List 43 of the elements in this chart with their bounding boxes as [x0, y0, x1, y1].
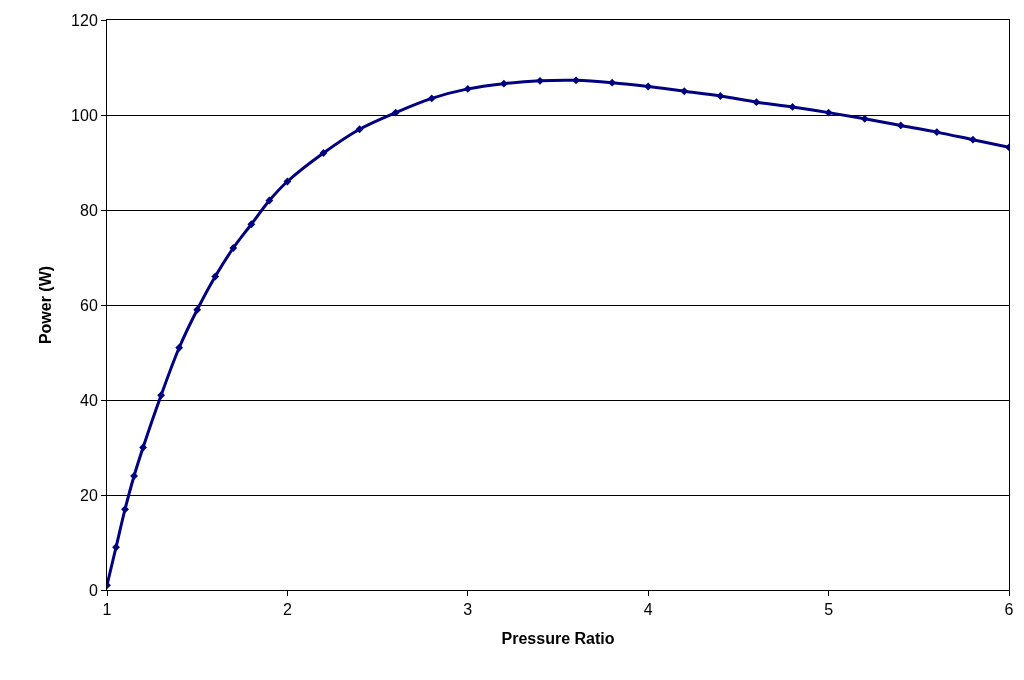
point [175, 343, 184, 352]
y-tick-label: 20 [80, 486, 98, 504]
point [896, 121, 905, 130]
point [157, 391, 166, 400]
point [319, 149, 328, 157]
point [860, 114, 869, 123]
point [572, 76, 580, 85]
y-tick-label: 0 [88, 581, 98, 599]
y-tick-label: 60 [80, 296, 98, 314]
y-tick-label: 40 [80, 391, 98, 409]
x-tick-label: 4 [643, 601, 653, 619]
point [824, 108, 833, 117]
point [112, 543, 120, 552]
point [121, 505, 129, 514]
y-tick-label: 100 [71, 106, 98, 124]
x-tick-label: 3 [463, 601, 473, 619]
x-axis-title: Pressure Ratio [501, 629, 615, 647]
point [788, 103, 797, 111]
y-tick-label: 120 [71, 11, 98, 29]
y-axis-title: Power (W) [37, 265, 54, 345]
x-tick-label: 6 [1004, 601, 1014, 619]
point [644, 82, 653, 91]
point [969, 135, 977, 144]
point [355, 125, 364, 134]
point [283, 177, 292, 186]
point [391, 108, 400, 117]
point [752, 98, 761, 107]
point [716, 92, 725, 100]
point [139, 443, 147, 452]
point [247, 220, 256, 229]
point [499, 79, 508, 88]
point [193, 305, 202, 314]
point [463, 84, 472, 93]
point [229, 244, 238, 252]
y-tick-label: 80 [80, 201, 98, 219]
x-tick-label: 5 [824, 601, 834, 619]
point [211, 272, 220, 281]
point [427, 94, 436, 103]
point [265, 196, 274, 205]
point [680, 87, 689, 96]
x-tick-label: 2 [282, 601, 292, 619]
point [536, 76, 544, 85]
x-tick-label: 1 [102, 601, 112, 619]
